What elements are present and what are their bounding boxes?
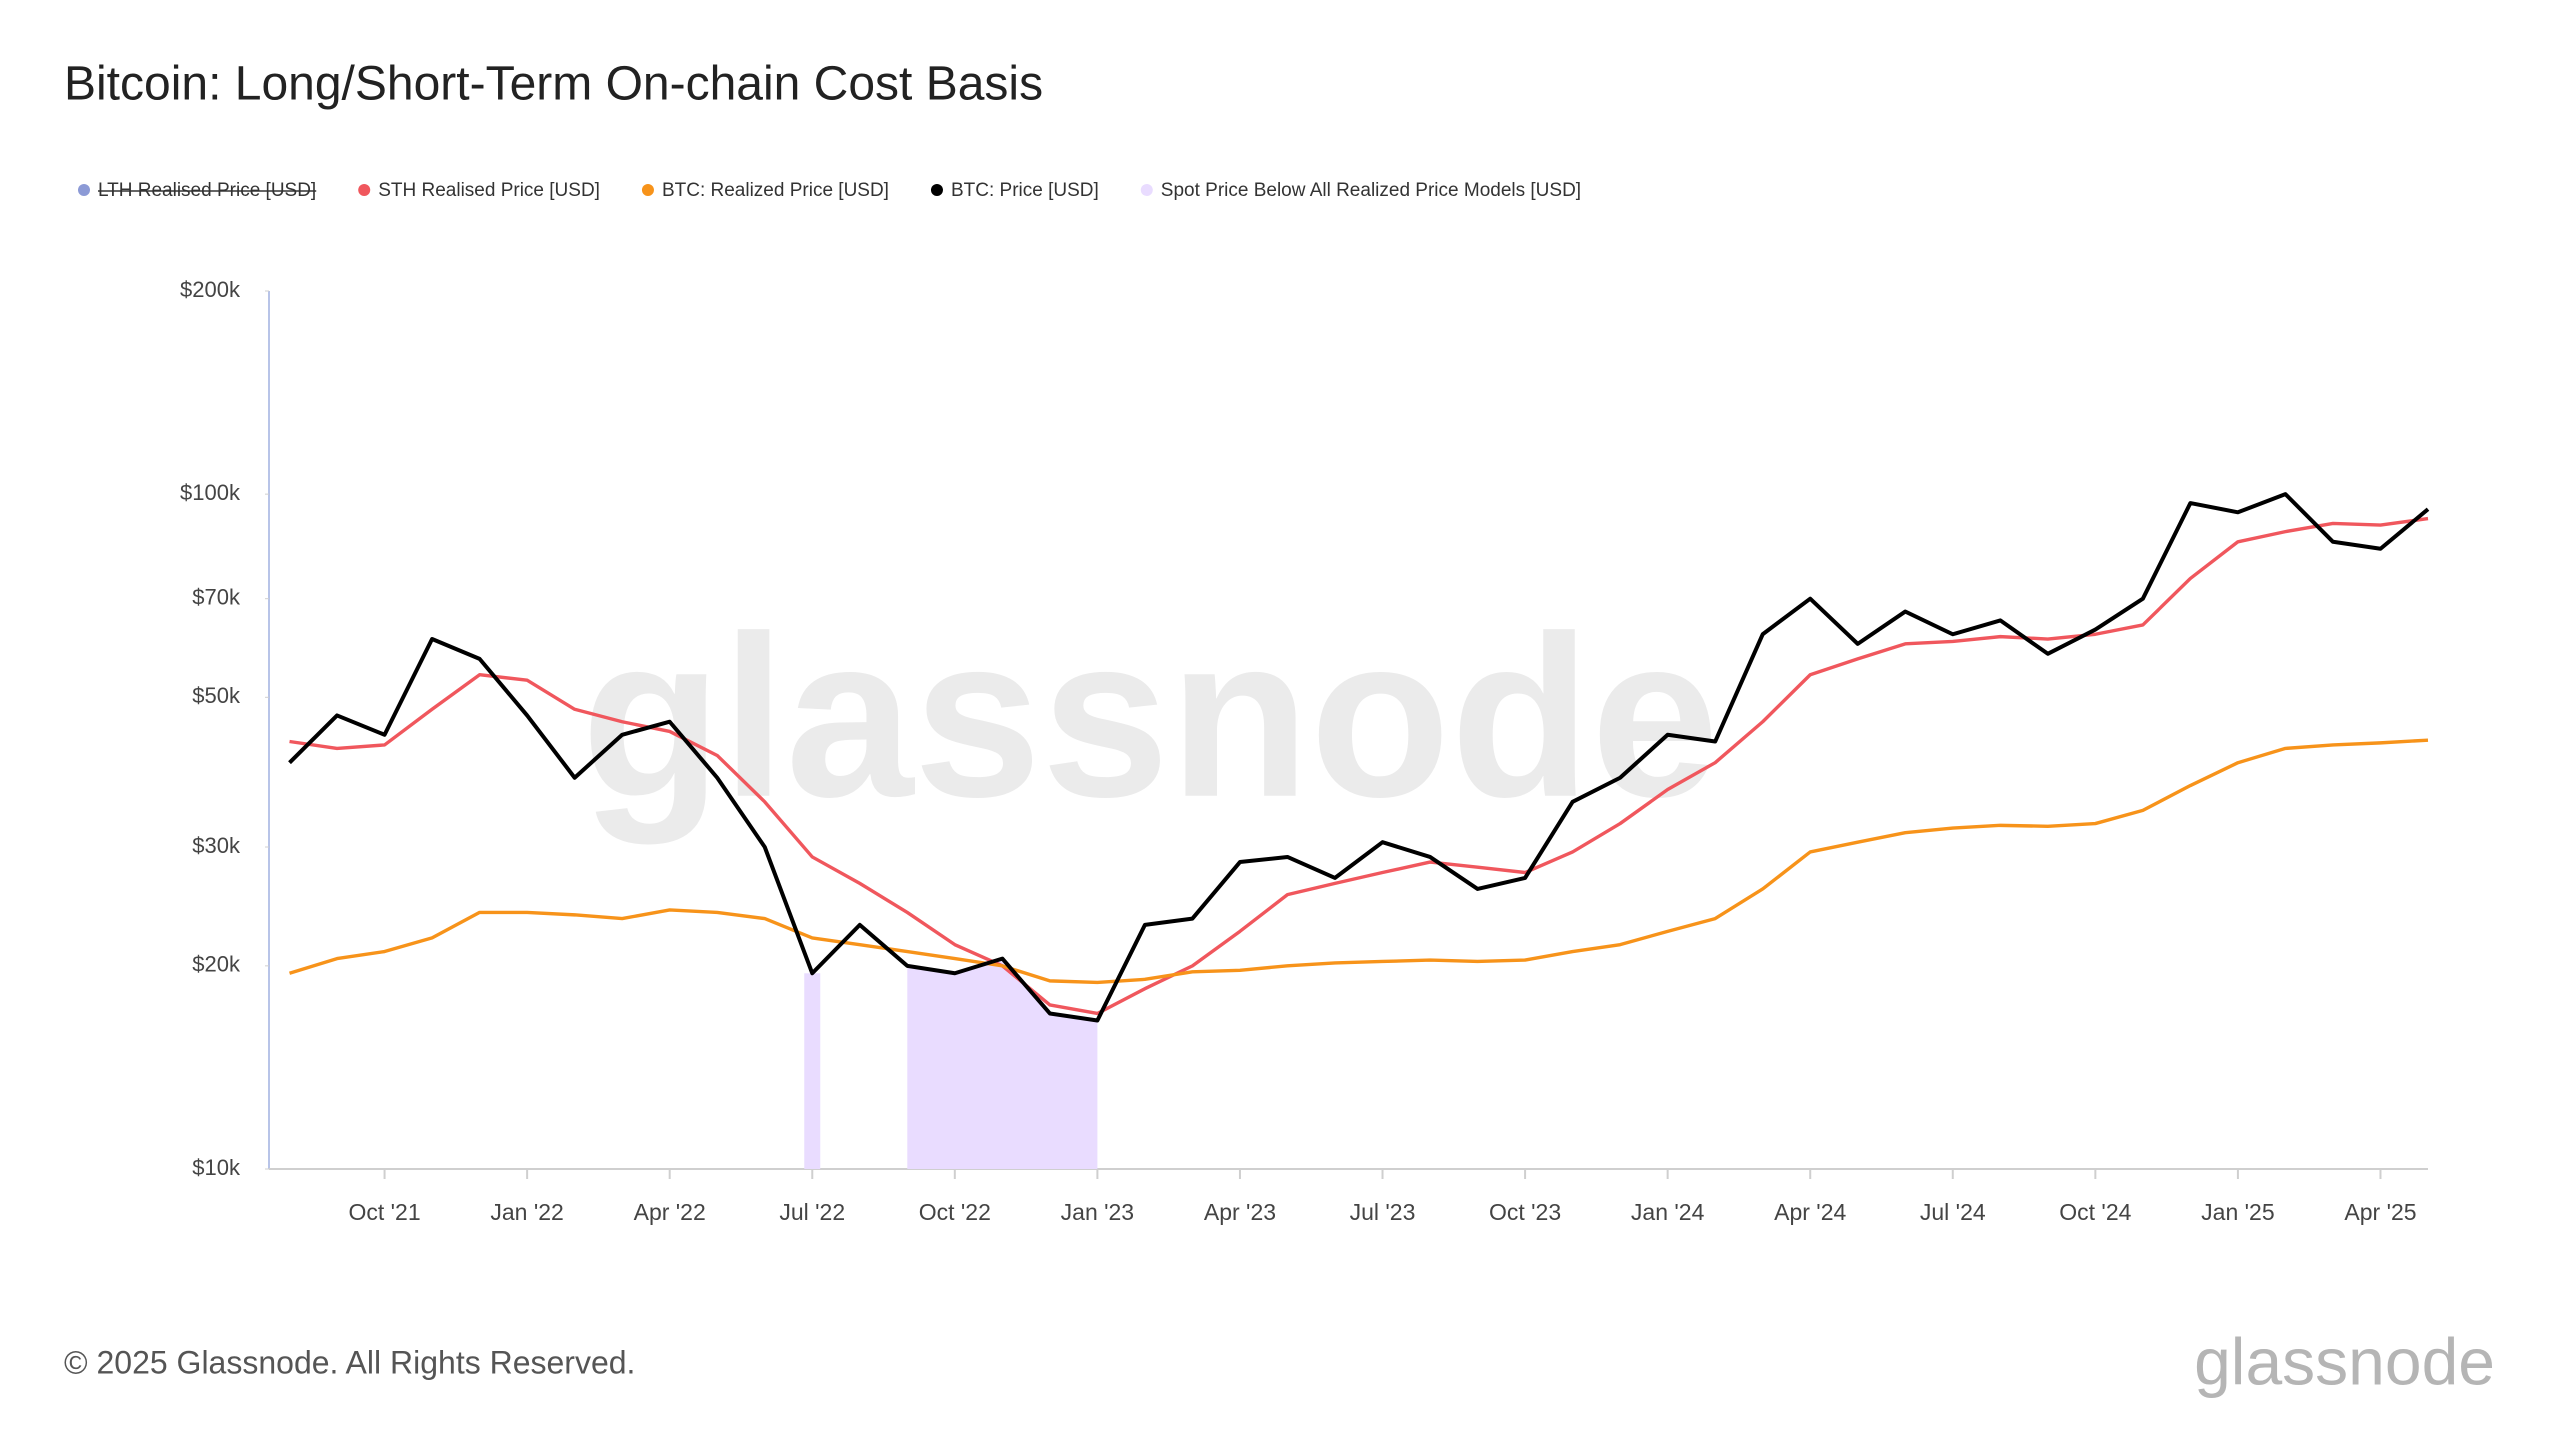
y-tick-label: $70k: [192, 584, 241, 609]
x-tick-label: Apr '23: [1204, 1199, 1276, 1225]
legend-label[interactable]: Spot Price Below All Realized Price Mode…: [1161, 180, 1581, 201]
y-tick-label: $10k: [192, 1155, 241, 1180]
logo: glassnode: [2194, 1324, 2495, 1398]
legend-marker: [1140, 184, 1153, 196]
legend-label[interactable]: STH Realised Price [USD]: [378, 180, 600, 201]
x-tick-label: Jan '24: [1631, 1199, 1705, 1225]
legend-marker: [78, 184, 90, 196]
x-tick-label: Jul '23: [1350, 1199, 1416, 1225]
legend-label[interactable]: BTC: Realized Price [USD]: [662, 180, 889, 201]
x-tick-label: Apr '22: [634, 1199, 706, 1225]
plot-area: $10k $20k $30k $50k $70k $100k $200k Oct '21 Jan…: [180, 277, 2430, 1225]
watermark: glassnode: [581, 588, 1719, 845]
footer: © 2025 Glassnode. All Rights Reserved.: [64, 1344, 635, 1380]
x-tick-label: Jan '25: [2201, 1199, 2274, 1225]
y-tick-label: $200k: [180, 277, 241, 302]
legend-marker: [930, 184, 943, 196]
x-tick-label: Oct '24: [2059, 1199, 2131, 1225]
series-line: [288, 492, 2430, 1023]
legend-label[interactable]: BTC: Price [USD]: [951, 180, 1099, 201]
y-tick-label: $50k: [192, 683, 241, 708]
x-tick-label: Apr '24: [1774, 1199, 1846, 1225]
series-line: [289, 738, 2429, 985]
shaded-band: [804, 973, 821, 1169]
y-tick-label: $20k: [192, 952, 241, 977]
x-tick-label: Jul '24: [1920, 1199, 1986, 1225]
chart-title: Bitcoin: Long/Short-Term On-chain Cost B…: [64, 58, 1043, 111]
x-tick-label: Oct '22: [919, 1199, 991, 1225]
x-tick-label: Jul '22: [779, 1199, 845, 1225]
legend: LTH Realised Price [USD] STH Realised Pri…: [78, 180, 1581, 201]
y-tick-label: $30k: [192, 833, 241, 858]
x-tick-label: Oct '23: [1489, 1199, 1561, 1225]
y-tick-label: $100k: [180, 480, 241, 505]
legend-marker: [358, 184, 371, 196]
legend-marker: [641, 184, 654, 196]
shaded-band: [907, 958, 1098, 1169]
x-tick-label: Jan '22: [490, 1199, 563, 1225]
x-tick-label: Oct '21: [348, 1199, 420, 1225]
x-tick-label: Jan '23: [1061, 1199, 1134, 1225]
x-tick-label: Apr '25: [2344, 1199, 2416, 1225]
